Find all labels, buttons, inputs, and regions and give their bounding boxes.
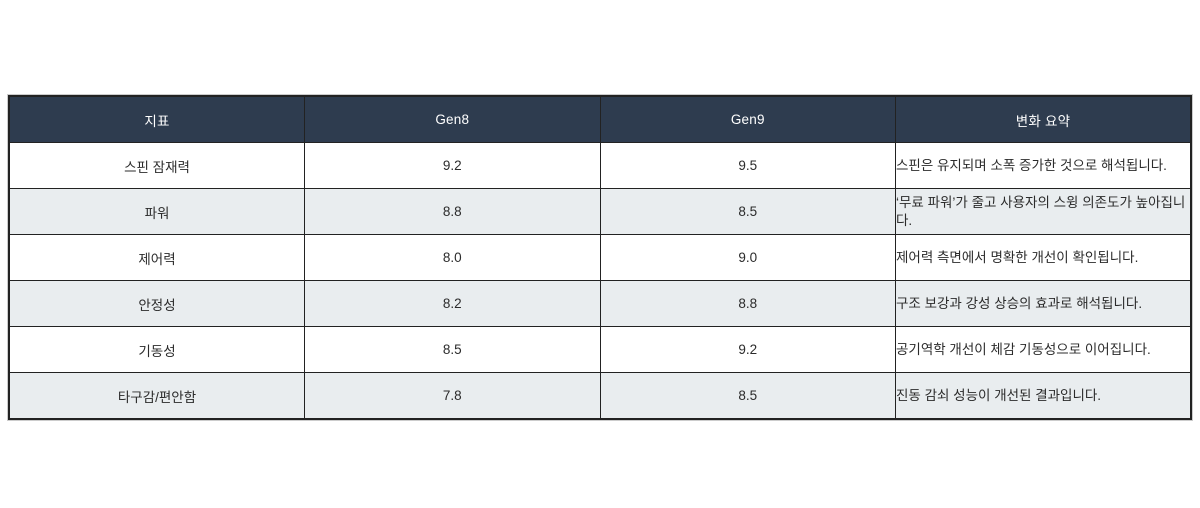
cell-gen8-value: 8.0 (304, 234, 601, 281)
cell-gen9-value: 8.5 (599, 188, 896, 235)
cell-gen9-value: 9.2 (599, 326, 896, 373)
cell-change-summary: 스핀은 유지되며 소폭 증가한 것으로 해석됩니다. (895, 142, 1192, 189)
cell-metric: 안정성 (8, 280, 305, 327)
table-body: 스핀 잠재력 9.2 9.5 스핀은 유지되며 소폭 증가한 것으로 해석됩니다… (8, 142, 1192, 420)
cell-gen8-value: 8.2 (304, 280, 601, 327)
cell-gen8-value: 8.8 (304, 188, 601, 235)
cell-metric: 파워 (8, 188, 305, 235)
cell-gen8-value: 8.5 (304, 326, 601, 373)
table-row: 안정성 8.2 8.8 구조 보강과 강성 상승의 효과로 해석됩니다. (8, 280, 1192, 327)
cell-metric: 제어력 (8, 234, 305, 281)
cell-metric: 스핀 잠재력 (8, 142, 305, 189)
table-row: 타구감/편안함 7.8 8.5 진동 감쇠 성능이 개선된 결과입니다. (8, 372, 1192, 420)
table-row: 스핀 잠재력 9.2 9.5 스핀은 유지되며 소폭 증가한 것으로 해석됩니다… (8, 142, 1192, 189)
column-header-metric: 지표 (8, 95, 305, 143)
header-row: 지표 Gen8 Gen9 변화 요약 (8, 95, 1192, 143)
cell-gen8-value: 7.8 (304, 372, 601, 420)
cell-gen9-value: 9.0 (599, 234, 896, 281)
column-header-gen8: Gen8 (304, 95, 601, 143)
cell-gen9-value: 8.5 (599, 372, 896, 420)
cell-change-summary: 공기역학 개선이 체감 기동성으로 이어집니다. (895, 326, 1192, 373)
cell-gen8-value: 9.2 (304, 142, 601, 189)
cell-gen9-value: 9.5 (599, 142, 896, 189)
table-header: 지표 Gen8 Gen9 변화 요약 (8, 95, 1192, 143)
cell-change-summary: 진동 감쇠 성능이 개선된 결과입니다. (895, 372, 1192, 420)
column-header-gen9: Gen9 (599, 95, 896, 143)
cell-change-summary: ‘무료 파워’가 줄고 사용자의 스윙 의존도가 높아집니다. (895, 188, 1192, 235)
cell-gen9-value: 8.8 (599, 280, 896, 327)
cell-metric: 타구감/편안함 (8, 372, 305, 420)
gen8-gen9-comparison-table: 지표 Gen8 Gen9 변화 요약 스핀 잠재력 9.2 9.5 스핀은 유지… (8, 95, 1192, 420)
cell-change-summary: 제어력 측면에서 명확한 개선이 확인됩니다. (895, 234, 1192, 281)
table-row: 기동성 8.5 9.2 공기역학 개선이 체감 기동성으로 이어집니다. (8, 326, 1192, 373)
cell-change-summary: 구조 보강과 강성 상승의 효과로 해석됩니다. (895, 280, 1192, 327)
table-row: 파워 8.8 8.5 ‘무료 파워’가 줄고 사용자의 스윙 의존도가 높아집니… (8, 188, 1192, 235)
table-row: 제어력 8.0 9.0 제어력 측면에서 명확한 개선이 확인됩니다. (8, 234, 1192, 281)
cell-metric: 기동성 (8, 326, 305, 373)
column-header-summary: 변화 요약 (895, 95, 1192, 143)
